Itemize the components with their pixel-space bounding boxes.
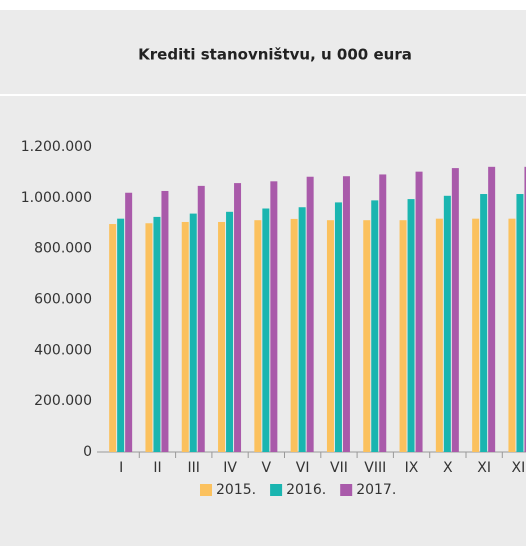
bar <box>516 194 524 453</box>
bar <box>415 171 423 452</box>
x-tick-label: XII <box>512 460 526 476</box>
x-tick-label: VI <box>296 460 310 476</box>
x-tick-label: II <box>153 460 161 476</box>
bar <box>270 181 278 452</box>
y-tick-label: 400.000 <box>34 342 92 358</box>
legend-label: 2015. <box>216 482 256 498</box>
bar <box>334 202 342 452</box>
bar <box>326 220 334 452</box>
bar <box>161 190 169 453</box>
x-tick-label: X <box>443 460 453 476</box>
bar <box>226 211 234 452</box>
y-tick-label: 200.000 <box>34 393 92 409</box>
bar <box>218 221 226 452</box>
bar <box>472 218 480 452</box>
bar <box>407 199 415 452</box>
bar <box>197 185 205 452</box>
y-tick-label: 0 <box>83 444 92 460</box>
bar <box>480 194 488 453</box>
chart-title: Krediti stanovništvu, u 000 eura <box>138 46 412 64</box>
legend-swatch <box>270 484 283 496</box>
x-tick-label: IX <box>405 460 419 476</box>
x-tick-label: VII <box>330 460 348 476</box>
bar <box>298 207 306 452</box>
bar <box>451 168 459 453</box>
bar <box>399 220 407 452</box>
x-tick-label: V <box>262 460 272 476</box>
bar <box>189 213 197 452</box>
y-tick-label: 1.000.000 <box>21 190 92 206</box>
bar <box>342 176 350 452</box>
x-tick-label: VIII <box>364 460 386 476</box>
bar <box>109 224 117 452</box>
bar <box>254 220 262 452</box>
bar <box>125 192 133 452</box>
bar <box>508 218 516 452</box>
bar <box>181 221 189 452</box>
legend-swatch <box>200 484 212 496</box>
bar <box>363 220 371 452</box>
bar <box>379 174 387 452</box>
bar <box>117 218 125 452</box>
bar <box>145 223 153 452</box>
x-tick-label: IV <box>223 460 237 476</box>
y-tick-label: 1.200.000 <box>21 139 92 155</box>
bar <box>524 166 526 452</box>
bar <box>488 166 496 452</box>
bar <box>306 176 314 453</box>
x-tick-label: XI <box>477 460 491 476</box>
bar <box>234 183 242 452</box>
x-tick-label: I <box>119 460 123 476</box>
legend-label: 2016. <box>286 482 326 498</box>
x-tick-label: III <box>188 460 200 476</box>
legend-swatch <box>340 484 353 496</box>
y-tick-label: 800.000 <box>34 241 92 257</box>
bar <box>262 208 270 452</box>
bar <box>290 218 298 452</box>
bar <box>153 216 161 452</box>
bar <box>443 195 451 453</box>
legend-label: 2017. <box>356 482 396 498</box>
bar <box>435 218 443 452</box>
y-tick-label: 600.000 <box>34 292 92 308</box>
bar <box>371 200 379 452</box>
